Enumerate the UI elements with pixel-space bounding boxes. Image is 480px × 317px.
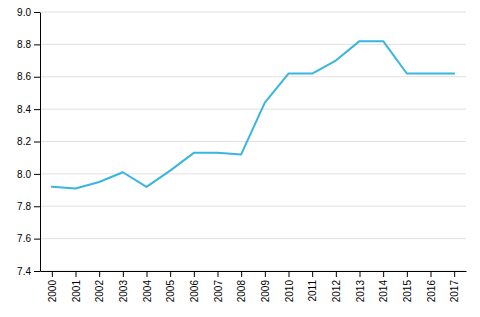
- x-tick: 2012: [331, 271, 342, 302]
- x-tick-mark: [454, 271, 455, 277]
- x-tick: 2001: [71, 271, 82, 302]
- y-tick-mark: [34, 77, 40, 78]
- x-tick-label: 2013: [355, 280, 366, 303]
- x-tick-label: 2011: [307, 280, 318, 302]
- x-tick: 2007: [213, 271, 224, 302]
- grid-line: [40, 271, 466, 272]
- x-tick: 2008: [236, 271, 247, 302]
- x-tick-label: 2004: [142, 280, 153, 303]
- y-tick-mark: [34, 174, 40, 175]
- x-tick-label: 2014: [378, 280, 389, 303]
- x-tick: 2003: [118, 271, 129, 302]
- x-tick-label: 2016: [426, 280, 437, 303]
- y-tick-label: 8.8: [17, 39, 31, 50]
- y-axis-line: [40, 13, 41, 272]
- x-tick-label: 2008: [236, 280, 247, 303]
- x-tick: 2000: [47, 271, 58, 302]
- grid-line: [40, 12, 466, 13]
- y-tick-mark: [34, 44, 40, 45]
- y-tick: 8.6: [17, 71, 40, 82]
- y-axis: 7.4 7.6 7.8 8.0 8.2 8.4 8.6 8.8 9.0: [17, 7, 40, 277]
- x-tick-label: 2001: [71, 280, 82, 303]
- y-tick-mark: [34, 239, 40, 240]
- x-tick-mark: [265, 271, 266, 277]
- x-tick: 2009: [260, 271, 271, 302]
- x-tick-label: 2010: [284, 280, 295, 303]
- grid-line: [40, 109, 466, 110]
- x-tick-mark: [383, 271, 384, 277]
- x-tick-label: 2015: [402, 280, 413, 303]
- x-tick: 2004: [142, 271, 153, 302]
- y-tick-label: 8.0: [17, 169, 31, 180]
- x-tick-mark: [241, 271, 242, 277]
- y-tick: 8.4: [17, 104, 40, 115]
- x-tick-mark: [76, 271, 77, 277]
- x-tick-label: 2006: [189, 280, 200, 303]
- y-tick: 9.0: [17, 7, 40, 18]
- x-tick: 2014: [378, 271, 389, 302]
- y-tick-label: 9.0: [17, 7, 31, 18]
- y-tick-mark: [34, 142, 40, 143]
- x-axis-line: [41, 271, 467, 272]
- y-tick-label: 8.6: [17, 71, 31, 82]
- x-tick: 2016: [426, 271, 437, 302]
- grid-line: [40, 238, 466, 239]
- grid: [40, 12, 466, 271]
- y-tick-label: 8.2: [17, 136, 31, 147]
- x-tick: 2011: [307, 271, 318, 302]
- x-tick-mark: [336, 271, 337, 277]
- x-tick-mark: [431, 271, 432, 277]
- x-tick-label: 2002: [94, 280, 105, 303]
- x-tick-mark: [99, 271, 100, 277]
- x-tick: 2006: [189, 271, 200, 302]
- grid-line: [40, 141, 466, 142]
- x-tick-mark: [170, 271, 171, 277]
- x-tick-label: 2005: [165, 280, 176, 303]
- y-tick: 8.8: [17, 39, 40, 50]
- x-tick: 2002: [94, 271, 105, 302]
- y-tick: 8.0: [17, 169, 40, 180]
- y-tick: 8.2: [17, 136, 40, 147]
- x-tick-label: 2003: [118, 280, 129, 303]
- y-tick-label: 7.6: [17, 233, 31, 244]
- x-tick: 2015: [402, 271, 413, 302]
- plot-area: 2000 2001 2002 2003 2004 2005 2006 2007 2008 2009…: [17, 7, 466, 303]
- x-axis: 2000 2001 2002 2003 2004 2005 2006 2007 2008 2009…: [41, 271, 467, 302]
- y-tick-mark: [34, 206, 40, 207]
- x-tick-mark: [147, 271, 148, 277]
- x-tick-label: 2012: [331, 280, 342, 303]
- y-tick: 7.6: [17, 233, 40, 244]
- y-tick-mark: [34, 271, 40, 272]
- y-tick-mark: [34, 109, 40, 110]
- x-tick-label: 2017: [449, 280, 460, 303]
- x-tick: 2013: [355, 271, 366, 302]
- x-tick-mark: [407, 271, 408, 277]
- line: [52, 41, 454, 188]
- x-tick-mark: [52, 271, 53, 277]
- y-tick: 7.4: [17, 266, 40, 277]
- marks: [52, 41, 454, 188]
- x-tick-mark: [123, 271, 124, 277]
- y-tick-label: 7.8: [17, 201, 31, 212]
- x-tick-mark: [360, 271, 361, 277]
- grid-line: [40, 206, 466, 207]
- y-tick-mark: [34, 12, 40, 13]
- x-tick-mark: [312, 271, 313, 277]
- y-tick-label: 8.4: [17, 104, 31, 115]
- x-tick-mark: [218, 271, 219, 277]
- grid-line: [40, 44, 466, 45]
- x-tick-mark: [289, 271, 290, 277]
- chart: 2000 2001 2002 2003 2004 2005 2006 2007 2008 2009…: [0, 0, 480, 317]
- x-tick: 2005: [165, 271, 176, 302]
- grid-line: [40, 76, 466, 77]
- x-tick-label: 2009: [260, 280, 271, 303]
- grid-line: [40, 173, 466, 174]
- x-tick: 2017: [449, 271, 460, 302]
- x-tick-mark: [194, 271, 195, 277]
- x-tick: 2010: [284, 271, 295, 302]
- y-tick-label: 7.4: [17, 266, 31, 277]
- x-tick-label: 2000: [47, 280, 58, 303]
- x-tick-label: 2007: [213, 280, 224, 303]
- y-tick: 7.8: [17, 201, 40, 212]
